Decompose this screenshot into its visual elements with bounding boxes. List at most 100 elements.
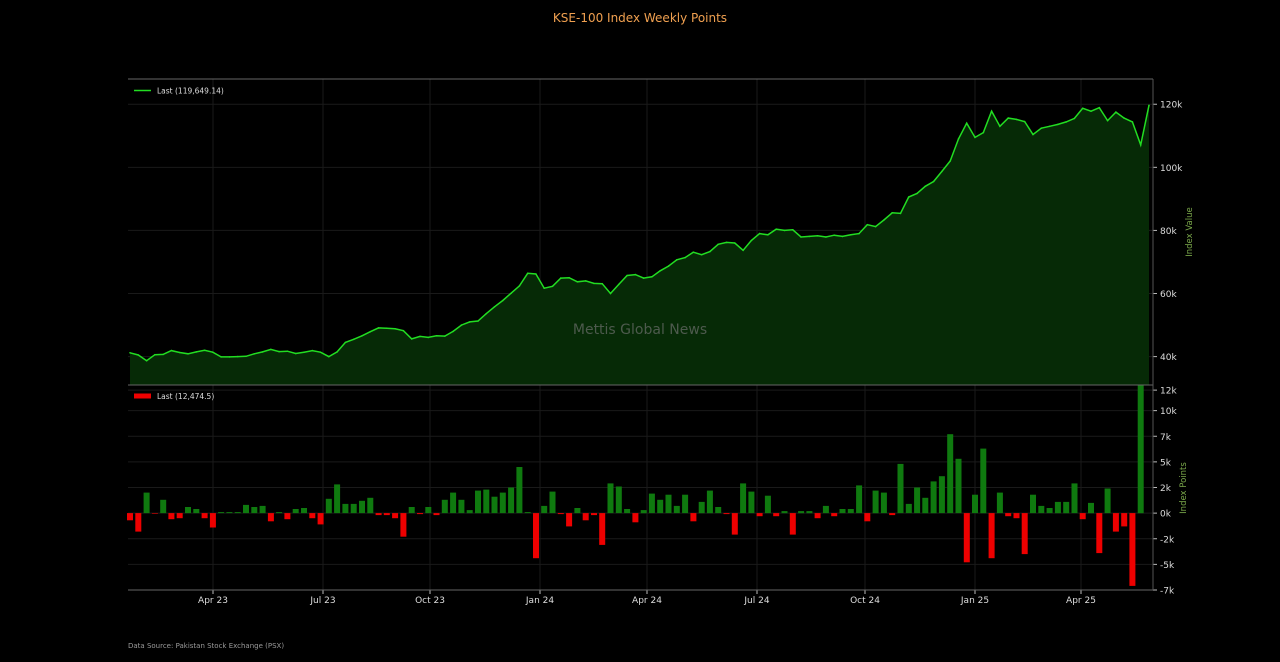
weekly-change-bar: [591, 513, 597, 516]
weekly-change-bar: [1088, 502, 1094, 514]
index-point: [626, 274, 628, 277]
weekly-change-bar: [325, 498, 332, 514]
weekly-change-bar: [963, 513, 970, 563]
top-legend-label: Last (119,649.14): [157, 87, 224, 96]
index-point: [1048, 125, 1051, 128]
weekly-change-bar: [292, 509, 299, 514]
weekly-change-bar: [806, 511, 813, 514]
weekly-change-bar: [259, 505, 266, 514]
weekly-change-bar: [657, 499, 664, 514]
index-point: [336, 351, 338, 353]
index-point: [593, 282, 595, 285]
weekly-change-bar: [251, 507, 258, 514]
weekly-change-bar: [773, 513, 780, 517]
weekly-change-bar: [1046, 508, 1053, 514]
index-point: [841, 235, 844, 238]
watermark-text: Mettis Global News: [573, 322, 707, 338]
index-point: [137, 354, 140, 356]
index-point: [924, 185, 927, 188]
index-point: [941, 170, 943, 173]
weekly-change-bar: [740, 483, 747, 514]
weekly-change-bar: [458, 499, 465, 514]
weekly-change-bar: [441, 499, 448, 514]
weekly-change-bar: [930, 481, 937, 514]
weekly-change-bar: [392, 513, 399, 519]
index-point: [916, 192, 918, 195]
weekly-change-bar: [872, 490, 879, 514]
weekly-change-bar: [350, 503, 357, 514]
weekly-change-bar: [615, 486, 622, 514]
bottom-ytick-label: 2k: [1160, 484, 1172, 494]
index-point: [444, 335, 446, 337]
weekly-change-bar: [201, 513, 208, 519]
weekly-change-bar: [1079, 513, 1086, 520]
bottom-ytick-label: 0k: [1160, 510, 1172, 520]
weekly-change-bar: [309, 513, 316, 519]
bottom-ylabel: Index Points: [1179, 462, 1189, 514]
weekly-change-bar: [682, 494, 689, 514]
weekly-change-bar: [533, 513, 539, 559]
weekly-change-bar: [574, 508, 581, 514]
weekly-change-bar: [276, 512, 283, 514]
index-point: [286, 350, 289, 353]
index-point: [1040, 127, 1043, 129]
weekly-change-bar: [400, 513, 407, 537]
weekly-change-bar: [1030, 494, 1036, 514]
weekly-change-bar: [267, 513, 274, 522]
index-point: [361, 335, 363, 337]
index-point: [692, 251, 695, 253]
weekly-change-bar: [466, 510, 473, 514]
index-point: [1090, 110, 1092, 112]
weekly-change-bar: [756, 513, 763, 517]
top-ytick-label: 100k: [1160, 164, 1183, 174]
weekly-change-bar: [914, 487, 921, 514]
weekly-change-bar: [698, 501, 705, 514]
index-point: [833, 234, 835, 236]
weekly-change-bar: [1021, 513, 1028, 555]
weekly-change-bar: [1104, 488, 1111, 514]
weekly-change-bar: [839, 509, 846, 514]
weekly-change-bar: [856, 485, 863, 514]
index-point: [1065, 121, 1067, 123]
weekly-change-bar: [607, 483, 614, 514]
index-point: [1073, 117, 1076, 120]
index-point: [907, 196, 910, 198]
bottom-ytick-label: 5k: [1160, 458, 1172, 468]
weekly-change-bar: [748, 491, 755, 514]
weekly-change-bar: [1038, 505, 1045, 514]
index-point: [394, 328, 396, 330]
index-point: [377, 327, 380, 329]
index-point: [676, 259, 678, 261]
top-ytick-label: 60k: [1160, 290, 1177, 300]
index-point: [667, 265, 670, 267]
index-point: [270, 348, 272, 351]
weekly-change-bar: [980, 448, 987, 514]
index-point: [618, 283, 620, 286]
weekly-change-bar: [1054, 501, 1061, 514]
weekly-change-bar: [831, 513, 838, 517]
weekly-change-bar: [648, 493, 655, 514]
weekly-change-bar: [798, 511, 805, 514]
index-point: [866, 223, 869, 226]
chart-title: KSE-100 Index Weekly Points: [552, 11, 728, 25]
weekly-change-bar: [334, 484, 341, 514]
weekly-change-bar: [922, 497, 929, 514]
bottom-legend-swatch: [134, 393, 151, 399]
weekly-change-bar: [715, 507, 722, 514]
weekly-change-bar: [301, 508, 307, 514]
index-area-fill: [130, 105, 1149, 386]
xtick-label: Jan 25: [960, 596, 989, 606]
index-point: [717, 243, 719, 246]
bottom-ytick-label: -5k: [1160, 561, 1175, 571]
index-point: [792, 229, 794, 231]
index-point: [651, 276, 653, 278]
weekly-change-bar: [789, 513, 796, 535]
weekly-change-bar: [359, 500, 365, 514]
index-point: [576, 281, 579, 283]
index-point: [212, 351, 214, 354]
weekly-change-bar: [1071, 483, 1078, 514]
index-point: [734, 242, 736, 244]
weekly-change-bar: [955, 458, 962, 514]
index-point: [311, 349, 314, 352]
